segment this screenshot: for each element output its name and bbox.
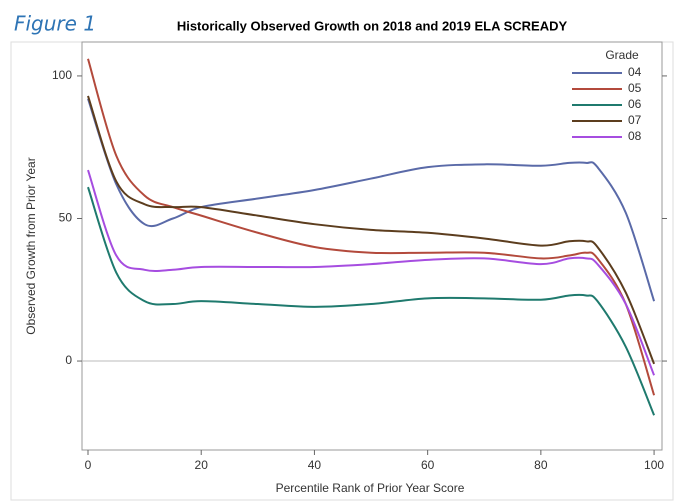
series-line	[87, 169, 656, 376]
legend-label: 04	[628, 65, 642, 79]
chart-frame	[10, 41, 674, 501]
x-tick-label: 0	[85, 458, 92, 472]
y-axis-label: Observed Growth from Prior Year	[24, 157, 38, 334]
series-line	[87, 186, 655, 416]
plot-area	[81, 41, 663, 451]
series-line	[87, 95, 656, 365]
x-axis-label: Percentile Rank of Prior Year Score	[276, 481, 465, 495]
x-tick-label: 80	[534, 458, 548, 472]
legend-label: 08	[628, 129, 642, 143]
chart-title: Historically Observed Growth on 2018 and…	[177, 18, 568, 33]
x-tick-label: 40	[308, 458, 322, 472]
y-tick-label: 100	[52, 68, 72, 82]
y-tick-label: 0	[65, 353, 72, 367]
x-tick-label: 60	[421, 458, 435, 472]
x-tick-label: 20	[195, 458, 209, 472]
y-tick-label: 50	[59, 211, 73, 225]
figure-label: Figure 1	[14, 12, 96, 36]
legend-label: 07	[628, 113, 642, 127]
x-tick-label: 100	[644, 458, 664, 472]
legend-label: 05	[628, 81, 642, 95]
legend-label: 06	[628, 97, 642, 111]
series-line	[87, 58, 656, 396]
legend-title: Grade	[605, 48, 639, 62]
series-line	[87, 98, 656, 302]
